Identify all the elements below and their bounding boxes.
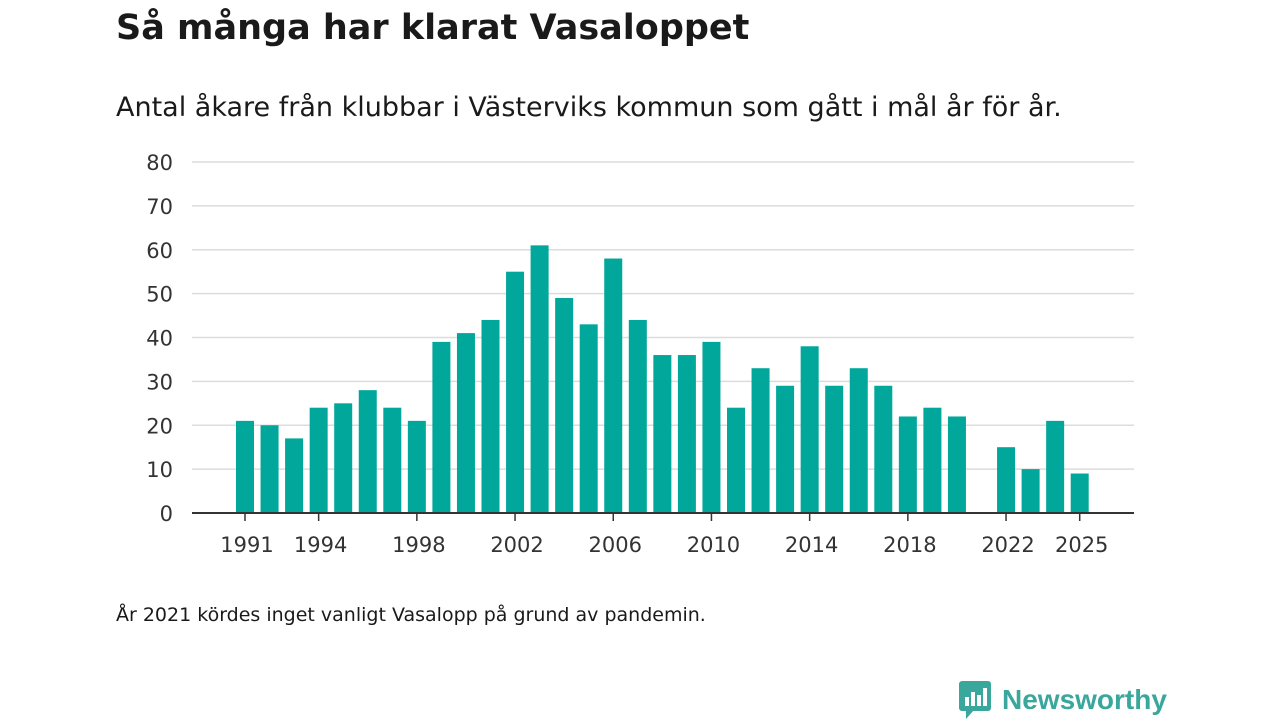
x-tick-label: 2018 [883,533,936,557]
y-tick-label: 80 [146,151,173,175]
bar-2006 [604,258,623,513]
y-tick-label: 10 [146,458,173,482]
bar-2022 [997,447,1016,513]
y-tick-label: 70 [146,195,173,219]
bar-1992 [260,425,279,513]
bar-2004 [555,298,574,513]
brand-name: Newsworthy [1002,684,1167,715]
bar-2018 [898,416,917,513]
bar-2008 [653,355,672,513]
x-tick-label: 1991 [220,533,273,557]
y-axis-ticks: 0 10 20 30 40 50 60 70 80 [146,151,173,526]
bar-1993 [285,438,304,513]
chart-footnote: År 2021 kördes inget vanligt Vasalopp på… [116,604,706,626]
bar-2007 [628,319,647,513]
bar-1994 [309,407,328,513]
x-tick-label: 2002 [490,533,543,557]
x-tick-label: 1998 [392,533,445,557]
bar-2000 [456,333,475,513]
x-tick-label: 2022 [981,533,1034,557]
bar-2001 [481,319,500,513]
bar-1996 [358,390,377,513]
bar-chart: 0 10 20 30 40 50 60 70 80 1991 1994 1998 2002 2006 20… [146,151,1134,557]
x-tick-label: 1994 [294,533,347,557]
x-tick-label: 2025 [1055,533,1108,557]
bar-2009 [677,355,696,513]
y-tick-label: 50 [146,283,173,307]
bar-2023 [1021,469,1040,513]
y-tick-label: 40 [146,327,173,351]
bars [236,245,1089,514]
bar-2003 [530,245,549,514]
newsworthy-logo-icon [959,681,991,719]
chart-title: Så många har klarat Vasaloppet [116,8,750,48]
bar-1991 [236,420,254,513]
bar-2002 [506,271,525,513]
bar-2011 [727,407,745,513]
bar-2013 [776,385,795,513]
y-tick-label: 30 [146,370,173,394]
bar-2014 [800,346,819,513]
bar-2019 [923,407,942,513]
bar-1999 [432,341,451,513]
bar-2017 [874,385,893,513]
bar-2005 [579,324,598,513]
x-tick-label: 2014 [785,533,838,557]
bar-2012 [751,368,770,513]
x-tick-label: 2006 [589,533,642,557]
x-axis-ticks: 1991 1994 1998 2002 2006 2010 2014 2018 2022 2025 [220,513,1108,557]
bar-2016 [849,368,868,513]
brand-logo: Newsworthy [958,680,1167,720]
y-tick-label: 60 [146,239,173,263]
y-tick-label: 20 [146,414,173,438]
chart-subtitle: Antal åkare från klubbar i Västerviks ko… [116,92,1062,123]
bar-1997 [383,407,402,513]
bar-2015 [825,385,844,513]
bar-2020 [947,416,966,513]
bar-1995 [334,403,353,513]
bar-2024 [1046,420,1065,513]
bar-2025 [1070,473,1089,513]
bar-1998 [407,420,426,513]
bar-2010 [702,341,721,513]
x-tick-label: 2010 [687,533,740,557]
y-tick-label: 0 [160,502,173,526]
